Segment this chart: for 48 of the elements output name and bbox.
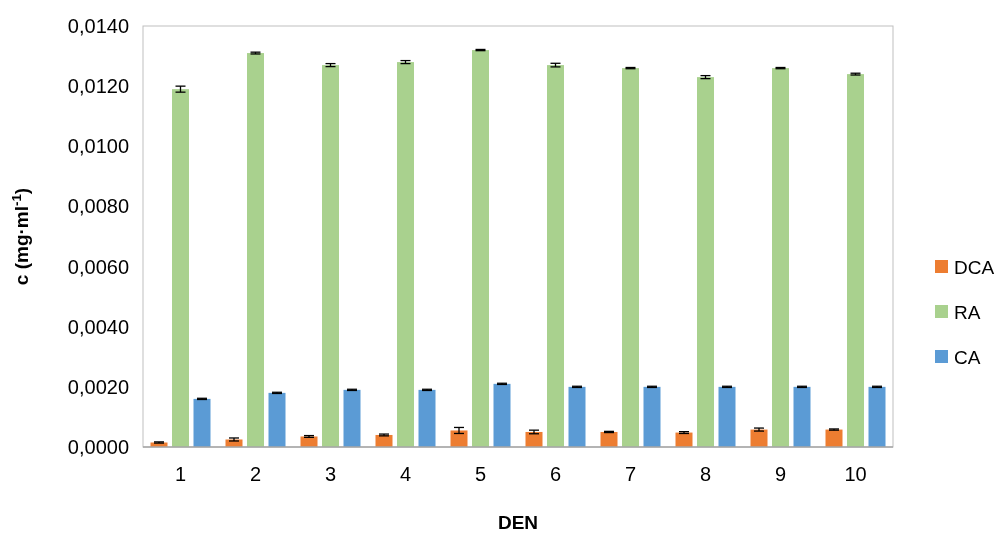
bar	[772, 68, 789, 447]
legend-label: CA	[954, 346, 981, 368]
y-tick-label: 0,0080	[67, 195, 129, 218]
x-tick-label: 6	[549, 463, 562, 485]
bar	[172, 89, 189, 447]
bar	[868, 386, 886, 447]
x-tick-label: 8	[699, 463, 712, 485]
y-tick-label: 0,0000	[67, 436, 129, 458]
bar	[343, 389, 361, 447]
y-tick-label: 0,0020	[67, 375, 129, 398]
legend-label: DCA	[954, 256, 995, 278]
bar	[568, 386, 586, 447]
bar	[675, 432, 693, 447]
bar	[450, 430, 468, 447]
bar	[547, 65, 564, 447]
y-tick-label: 0,0120	[67, 75, 129, 98]
y-tick-label: 0,0140	[67, 15, 129, 37]
legend-label: RA	[954, 301, 981, 323]
bar	[418, 389, 436, 447]
bar	[268, 392, 286, 447]
x-axis-title: DEN	[497, 512, 539, 533]
x-tick-label: 4	[399, 463, 412, 485]
x-tick-label: 5	[474, 463, 487, 485]
bar	[397, 62, 414, 447]
bar	[525, 431, 543, 447]
x-tick-label: 10	[844, 463, 867, 485]
x-tick-label: 9	[774, 463, 787, 485]
bar	[622, 68, 639, 447]
bar	[718, 386, 736, 447]
x-tick-label: 1	[174, 463, 187, 485]
y-tick-label: 0,0100	[67, 135, 129, 158]
bar	[322, 65, 339, 447]
bar	[247, 53, 264, 447]
x-tick-label: 3	[324, 463, 337, 485]
y-tick-label: 0,0060	[67, 255, 129, 278]
bar	[793, 386, 811, 447]
bar	[493, 383, 511, 447]
bar	[300, 436, 318, 447]
x-tick-label: 7	[624, 463, 637, 485]
bar	[472, 50, 489, 447]
bar	[600, 431, 618, 447]
bar	[643, 386, 661, 447]
y-tick-label: 0,0040	[67, 315, 129, 338]
bar	[193, 398, 211, 447]
x-tick-label: 2	[249, 463, 262, 485]
bar	[847, 74, 864, 447]
bar	[825, 429, 843, 447]
bar	[697, 77, 714, 447]
